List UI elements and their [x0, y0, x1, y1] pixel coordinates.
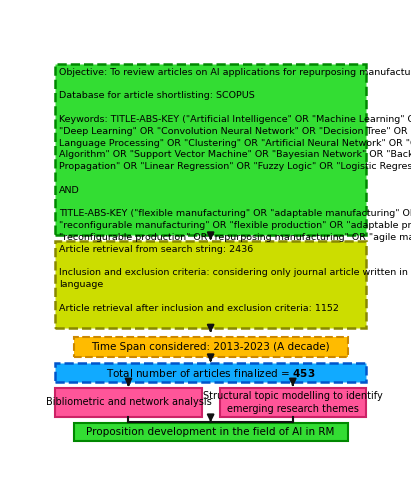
FancyBboxPatch shape — [55, 364, 366, 382]
FancyBboxPatch shape — [55, 388, 202, 418]
FancyBboxPatch shape — [74, 337, 348, 357]
FancyBboxPatch shape — [74, 422, 348, 441]
FancyBboxPatch shape — [219, 388, 366, 418]
FancyBboxPatch shape — [55, 64, 366, 235]
Text: Article retrieval from search string: 2436

Inclusion and exclusion criteria: co: Article retrieval from search string: 24… — [59, 245, 411, 313]
Text: Objective: To review articles on AI applications for repurposing manufacturing

: Objective: To review articles on AI appl… — [59, 68, 411, 242]
Text: Structural topic modelling to identify
emerging research themes: Structural topic modelling to identify e… — [203, 391, 383, 414]
Text: Total number of articles finalized = $\mathbf{453}$: Total number of articles finalized = $\m… — [106, 366, 315, 378]
Text: Bibliometric and network analysis: Bibliometric and network analysis — [46, 398, 211, 407]
Text: Proposition development in the field of AI in RM: Proposition development in the field of … — [86, 427, 335, 437]
FancyBboxPatch shape — [55, 241, 366, 328]
Text: Time Span considered: 2013-2023 (A decade): Time Span considered: 2013-2023 (A decad… — [91, 342, 330, 352]
